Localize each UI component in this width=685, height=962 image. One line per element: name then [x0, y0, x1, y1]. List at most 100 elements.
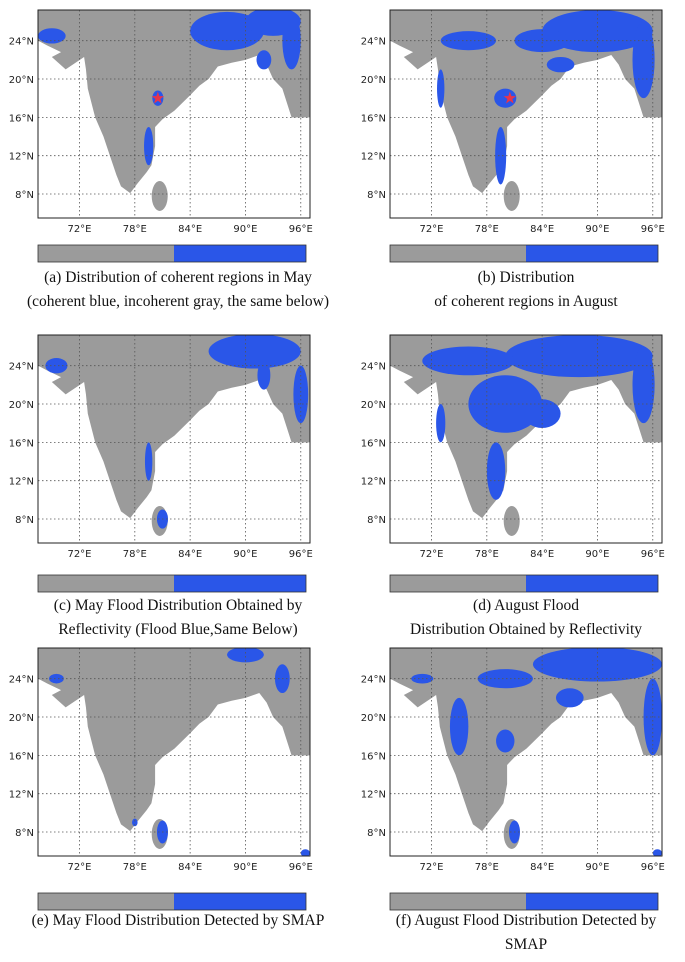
lon-tick-label: 72°E [67, 862, 91, 873]
lat-tick-label: 16°N [361, 751, 386, 762]
lon-tick-label: 78°E [123, 224, 147, 235]
lat-tick-label: 16°N [361, 438, 386, 449]
blue-region [494, 88, 517, 108]
lon-tick-label: 90°E [585, 224, 609, 235]
map-panel: 72°E 78°E 84°E 90°E 96°E 24°N 20°N 16°N 12°N 8°N (… [361, 9, 665, 310]
caption: (c) May Flood Distribution Obtained by [54, 597, 303, 614]
lat-tick-label: 8°N [15, 190, 34, 201]
caption: SMAP [505, 936, 547, 953]
lat-tick-label: 8°N [367, 190, 386, 201]
lon-tick-label: 72°E [419, 224, 443, 235]
colorbar-frame [37, 892, 307, 911]
lat-tick-label: 12°N [9, 477, 34, 488]
lat-tick-label: 20°N [361, 400, 386, 411]
map-frame [37, 334, 311, 544]
map-panel: 72°E 78°E 84°E 90°E 96°E 24°N 20°N 16°N 12°N 8°N (… [9, 334, 313, 638]
lon-tick-label: 78°E [123, 549, 147, 560]
lon-tick-label: 90°E [233, 549, 257, 560]
map-frame [37, 647, 311, 857]
sri-lanka [503, 505, 520, 536]
blue-region [546, 56, 575, 73]
lat-tick-label: 16°N [9, 113, 34, 124]
map [38, 648, 310, 856]
colorbar-frame [389, 892, 659, 911]
blue-region [38, 28, 66, 44]
lon-tick-label: 78°E [475, 862, 499, 873]
lat-tick-label: 12°N [361, 790, 386, 801]
lon-tick-label: 84°E [530, 224, 554, 235]
map-frame [389, 334, 663, 544]
blue-region [632, 21, 655, 99]
lat-tick-label: 24°N [9, 362, 34, 373]
lon-tick-label: 96°E [641, 862, 665, 873]
map-frame [389, 9, 663, 219]
land [38, 648, 310, 832]
caption: (e) May Flood Distribution Detected by S… [32, 912, 325, 929]
lat-tick-label: 20°N [361, 75, 386, 86]
lat-tick-label: 12°N [361, 477, 386, 488]
map [38, 10, 310, 218]
lon-tick-label: 78°E [475, 549, 499, 560]
map-panel: 72°E 78°E 84°E 90°E 96°E 24°N 20°N 16°N 12°N 8°N (… [9, 647, 325, 929]
lon-tick-label: 90°E [585, 549, 609, 560]
blue-region [495, 126, 507, 185]
blue-region [49, 673, 64, 684]
colorbar-blue [526, 575, 658, 592]
blue-region [468, 375, 543, 433]
colorbar-gray [38, 893, 174, 910]
colorbar-blue [174, 575, 306, 592]
lon-tick-label: 84°E [178, 224, 202, 235]
colorbar-blue [526, 245, 658, 262]
sri-lanka [151, 180, 168, 211]
blue-region [436, 404, 446, 443]
colorbar-frame [389, 244, 659, 263]
caption: Distribution Obtained by Reflectivity [410, 621, 642, 638]
lat-tick-label: 24°N [361, 362, 386, 373]
blue-region [293, 365, 309, 424]
lat-tick-label: 12°N [9, 152, 34, 163]
lon-tick-label: 78°E [475, 224, 499, 235]
caption: (coherent blue, incoherent gray, the sam… [27, 293, 329, 310]
caption: (f) August Flood Distribution Detected b… [396, 912, 657, 929]
blue-region [652, 849, 662, 856]
map-panel: 72°E 78°E 84°E 90°E 96°E 24°N 20°N 16°N 12°N 8°N (… [361, 647, 665, 953]
lat-tick-label: 8°N [15, 828, 34, 839]
map-frame [389, 647, 663, 857]
map [390, 335, 662, 543]
blue-region [256, 50, 272, 70]
lon-tick-label: 96°E [289, 862, 313, 873]
lon-tick-label: 90°E [585, 862, 609, 873]
map [38, 335, 310, 543]
blue-region [449, 697, 469, 756]
caption: (a) Distribution of coherent regions in … [44, 269, 312, 286]
lat-tick-label: 20°N [9, 75, 34, 86]
lon-tick-label: 84°E [178, 549, 202, 560]
blue-region [45, 358, 68, 374]
lon-tick-label: 72°E [67, 224, 91, 235]
blue-region [496, 729, 515, 753]
lon-tick-label: 96°E [289, 549, 313, 560]
colorbar-frame [37, 574, 307, 593]
blue-region [440, 31, 497, 51]
lon-tick-label: 96°E [641, 224, 665, 235]
lat-tick-label: 20°N [9, 713, 34, 724]
caption: of coherent regions in August [434, 293, 618, 310]
lat-tick-label: 24°N [361, 675, 386, 686]
blue-region [477, 669, 533, 689]
lat-tick-label: 8°N [367, 828, 386, 839]
site-star [151, 91, 165, 104]
lon-tick-label: 96°E [289, 224, 313, 235]
lon-tick-label: 96°E [641, 549, 665, 560]
colorbar-gray [390, 575, 526, 592]
blue-region [144, 442, 153, 481]
lat-tick-label: 24°N [361, 37, 386, 48]
blue-region [132, 818, 138, 827]
blue-region [505, 335, 653, 378]
colorbar-blue [174, 245, 306, 262]
colorbar-frame [389, 574, 659, 593]
blue-region [555, 688, 584, 708]
map [390, 10, 662, 218]
map-panel: 72°E 78°E 84°E 90°E 96°E 24°N 20°N 16°N 12°N 8°N (… [9, 9, 329, 310]
blue-region [523, 399, 561, 428]
lon-tick-label: 84°E [178, 862, 202, 873]
